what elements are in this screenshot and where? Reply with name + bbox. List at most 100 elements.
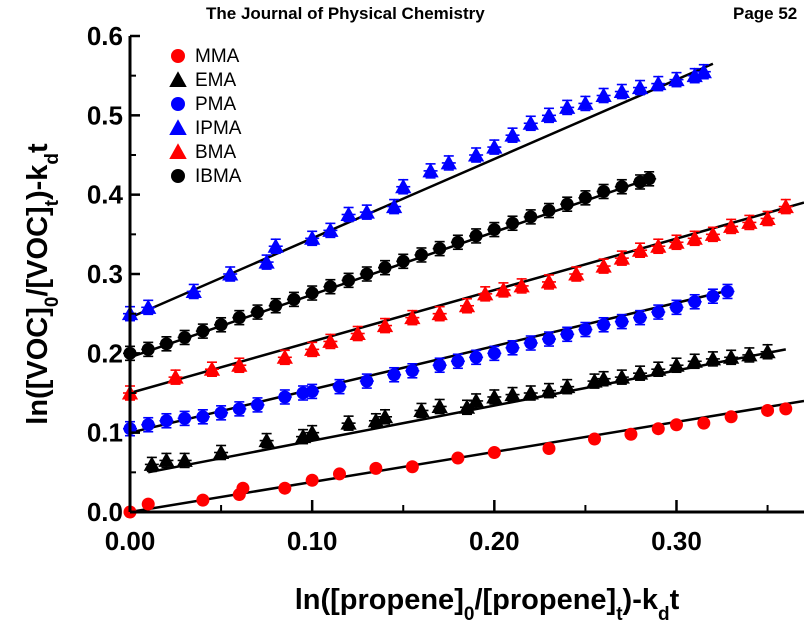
ibma-point <box>305 286 319 300</box>
y-tick-label: 0.6 <box>87 21 123 51</box>
y-tick-label: 0.2 <box>87 338 123 368</box>
bma-point <box>513 277 530 293</box>
bma-point <box>631 242 649 257</box>
pma-point <box>542 332 556 346</box>
pma-point <box>305 384 319 398</box>
bma-point <box>495 281 512 297</box>
bma-point <box>668 234 685 249</box>
journal-title: The Journal of Physical Chemistry <box>206 4 485 23</box>
ibma-point <box>642 172 656 186</box>
ipma-point <box>595 87 612 102</box>
ipma-point <box>358 203 375 219</box>
ibma-point <box>506 216 520 230</box>
pma-point <box>387 368 401 382</box>
mma-point <box>697 416 711 430</box>
y-axis-title: ln([VOC]0/[VOC]t)-kdt <box>22 143 63 425</box>
legend-item-ibma: IBMA <box>171 166 242 187</box>
ipma-series <box>121 63 712 322</box>
ema-point <box>686 353 703 368</box>
bma-point <box>167 369 184 384</box>
pma-point <box>669 300 683 314</box>
x-tick-label: 0.20 <box>469 526 520 556</box>
pma-point <box>433 358 447 372</box>
bma-point <box>349 325 366 340</box>
ipma-point <box>322 222 339 237</box>
pma-point <box>651 305 665 319</box>
ema-point <box>158 452 175 467</box>
pma-point <box>469 350 483 364</box>
bma-point <box>759 210 776 225</box>
bma-point <box>568 265 585 281</box>
ipma-point <box>668 71 685 87</box>
bma-point <box>777 198 794 214</box>
y-tick-label: 0.3 <box>87 259 123 289</box>
ibma-point <box>560 197 574 211</box>
bma-point <box>540 273 558 289</box>
ibma-point <box>542 204 556 218</box>
axes: 0.0 0.1 0.2 0.3 0.4 0.5 0.6 0.00 0.10 0.20 0.30 ln(… <box>22 21 804 625</box>
ema-point <box>650 361 667 376</box>
bma-point <box>741 214 758 229</box>
bma-point <box>322 333 339 348</box>
pma-point <box>560 327 574 341</box>
ema-point <box>704 350 722 366</box>
ibma-point <box>615 180 629 194</box>
bma-point <box>431 305 448 321</box>
bma-point <box>477 285 494 301</box>
legend-marker-ibma <box>171 169 185 183</box>
legend-label-ipma: IPMA <box>195 118 242 139</box>
legend-item-pma: PMA <box>171 94 237 115</box>
bma-point <box>203 361 221 376</box>
x-tick-label: 0.10 <box>287 526 338 556</box>
ibma-point <box>524 210 538 224</box>
ibma-point <box>196 324 210 338</box>
ema-point <box>376 408 394 424</box>
legend-item-ema: EMA <box>169 70 237 91</box>
pma-point <box>615 315 629 329</box>
ema-point <box>522 384 539 400</box>
bma-point <box>650 238 667 253</box>
bma-point <box>404 309 421 325</box>
ipma-point <box>695 63 712 79</box>
pma-point <box>506 341 520 355</box>
bma-point <box>686 230 703 245</box>
legend-marker-mma <box>171 49 185 63</box>
bma-point <box>458 297 476 313</box>
mma-point <box>624 427 638 441</box>
legend-marker-ipma <box>169 119 187 135</box>
pma-point <box>405 364 419 378</box>
ipma-point <box>258 253 275 269</box>
mma-point <box>369 461 383 475</box>
ema-point <box>613 369 630 384</box>
legend-label-ibma: IBMA <box>195 166 242 187</box>
ema-point <box>741 346 758 362</box>
y-tick-label: 0.0 <box>87 497 123 527</box>
ibma-point <box>378 261 392 275</box>
ipma-point <box>631 79 649 95</box>
bma-point <box>704 226 722 241</box>
bma-point <box>595 257 612 273</box>
ipma-point <box>440 154 457 170</box>
ipma-point <box>486 138 503 154</box>
bma-series <box>121 198 794 401</box>
pma-point <box>232 402 246 416</box>
ibma-point <box>342 273 356 287</box>
mma-point <box>779 402 793 416</box>
legend-marker-ema <box>169 71 187 87</box>
ema-point <box>212 444 230 459</box>
ipma-point <box>686 67 703 83</box>
pma-point <box>278 390 292 404</box>
ipma-point <box>522 115 539 130</box>
ipma-point <box>267 238 284 253</box>
bma-point <box>276 349 293 364</box>
ibma-point <box>414 248 428 262</box>
ema-point <box>668 357 685 372</box>
page-header: The Journal of Physical Chemistry Page 5… <box>0 0 804 24</box>
ipma-point <box>185 283 202 298</box>
ema-point <box>413 402 430 417</box>
pma-series <box>123 283 735 437</box>
bma-point <box>231 357 248 372</box>
ema-series <box>143 343 776 473</box>
pma-point <box>720 284 734 298</box>
mma-point <box>724 410 738 424</box>
